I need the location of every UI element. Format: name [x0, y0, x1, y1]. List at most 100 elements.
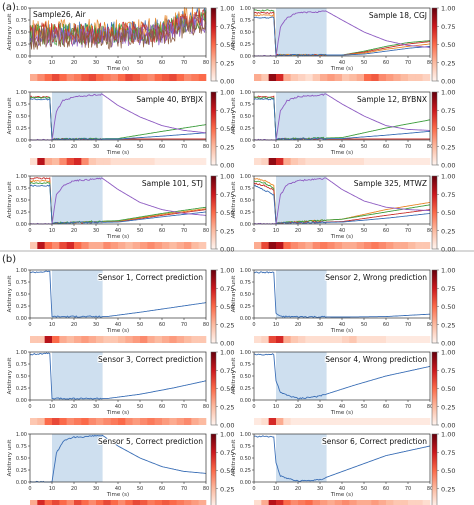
y-axis-label: Arbitrary unit — [7, 181, 13, 219]
heatmap-cell — [254, 242, 262, 249]
heatmap-cell — [298, 336, 306, 343]
heatmap-cell — [74, 336, 82, 343]
heatmap-cell — [268, 418, 277, 425]
colorbar — [210, 351, 217, 426]
heatmap-cell — [30, 158, 38, 165]
colorbar-tick-label: 0.75 — [220, 191, 234, 199]
heatmap-cell — [254, 500, 262, 505]
shaded-region — [276, 270, 327, 318]
colorbar-tick-label: 0.50 — [220, 209, 234, 217]
x-axis-label: Time (s) — [330, 410, 353, 416]
heatmap-cell — [140, 242, 148, 249]
heatmap-cell — [140, 158, 148, 165]
heatmap-cell — [52, 74, 60, 81]
heatmap-cell — [169, 74, 177, 81]
series-line-4 — [253, 184, 431, 225]
chart-3: 0.00 0.25 0.50 0.75 1.00 0 10 20 30 40 50 60 70 80 Tim… — [7, 89, 234, 170]
series-line-5 — [29, 177, 207, 225]
heatmap-cell — [198, 418, 207, 425]
x-tick-label: 40 — [339, 60, 345, 66]
x-tick-label: 20 — [295, 486, 301, 492]
heatmap-cell — [327, 418, 335, 425]
heatmap-cell — [184, 500, 192, 505]
x-tick-label: 70 — [181, 322, 187, 328]
y-tick-label: 0.00 — [240, 398, 251, 404]
heatmap-cell — [283, 418, 291, 425]
chart-2: 0.00 0.25 0.50 0.75 1.00 0 10 20 30 40 50 60 70 80 Tim… — [231, 5, 455, 86]
x-tick-label: 30 — [317, 228, 323, 234]
y-tick-label: 0.00 — [240, 54, 251, 60]
heatmap-cell — [162, 242, 170, 249]
heatmap-cell — [305, 242, 313, 249]
colorbar — [431, 7, 438, 82]
heatmap-cell — [169, 242, 177, 249]
colorbar-tick-label: 0.00 — [220, 246, 234, 254]
y-tick-label: 0.50 — [240, 456, 251, 462]
chart-title: Sensor 4, Wrong prediction — [325, 355, 427, 364]
heatmap-cell — [364, 500, 372, 505]
colorbar-tick-label: 0.75 — [220, 23, 234, 31]
colorbar-tick-label: 0.50 — [441, 303, 455, 311]
colorbar-tick-label: 0.25 — [441, 59, 455, 67]
colorbar-tick-label: 1.00 — [220, 267, 234, 275]
x-tick-label: 80 — [203, 228, 209, 234]
x-tick-label: 40 — [115, 404, 121, 410]
shaded-region — [276, 352, 327, 400]
heatmap-cell — [140, 500, 148, 505]
heatmap-cell — [74, 158, 82, 165]
heatmap-cell — [261, 336, 269, 343]
y-tick-label: 0.25 — [16, 126, 27, 132]
heatmap-cell — [371, 418, 379, 425]
y-axis-label: Arbitrary unit — [7, 13, 13, 51]
heatmap-cell — [59, 74, 67, 81]
y-tick-label: 0.25 — [16, 468, 27, 474]
y-tick-label: 1.00 — [240, 268, 251, 274]
chart-title: Sample 12, BYBNX — [357, 95, 427, 104]
heatmap-cell — [408, 500, 416, 505]
heatmap-cell — [96, 500, 104, 505]
x-axis-label: Time (s) — [330, 234, 353, 240]
heatmap-cell — [349, 158, 357, 165]
y-tick-label: 0.75 — [240, 280, 251, 286]
heatmap-cell — [37, 242, 45, 249]
heatmap-cell — [371, 158, 379, 165]
x-tick-label: 70 — [405, 144, 411, 150]
heatmap-cell — [191, 500, 199, 505]
heatmap-cell — [386, 500, 394, 505]
heatmap-cell — [81, 500, 89, 505]
y-tick-label: 0.00 — [16, 222, 27, 228]
chart-9: 0.00 0.25 0.50 0.75 1.00 0 10 20 30 40 50 60 70 80 Tim… — [7, 349, 234, 430]
heatmap-cell — [66, 74, 75, 81]
heatmap-cell — [298, 74, 306, 81]
heatmap-cell — [356, 158, 365, 165]
colorbar-tick-label: 1.00 — [441, 5, 455, 13]
heatmap-cell — [393, 158, 401, 165]
colorbar-tick-label: 0.75 — [220, 285, 234, 293]
x-tick-label: 60 — [159, 60, 165, 66]
heatmap-cell — [283, 336, 291, 343]
x-tick-label: 80 — [203, 404, 209, 410]
heatmap-cell — [290, 500, 299, 505]
colorbar-tick-label: 1.00 — [441, 349, 455, 357]
x-tick-label: 10 — [273, 60, 279, 66]
heatmap-cell — [290, 242, 299, 249]
heatmap-cell — [378, 418, 387, 425]
heatmap-cell — [140, 336, 148, 343]
heatmap-cell — [342, 74, 350, 81]
x-tick-label: 60 — [383, 322, 389, 328]
x-tick-label: 30 — [93, 60, 99, 66]
heatmap-cell — [276, 336, 284, 343]
x-tick-label: 20 — [295, 144, 301, 150]
x-axis-label: Time (s) — [106, 410, 129, 416]
y-axis-label: Arbitrary unit — [7, 357, 13, 395]
heatmap-cell — [422, 336, 431, 343]
x-axis-label: Time (s) — [330, 328, 353, 334]
heatmap-cell — [147, 74, 155, 81]
heatmap-cell — [356, 500, 365, 505]
shaded-region — [276, 176, 327, 224]
chart-5: 0.00 0.25 0.50 0.75 1.00 0 10 20 30 40 50 60 70 80 Tim… — [7, 173, 234, 254]
heatmap-cell — [118, 242, 126, 249]
x-tick-label: 0 — [28, 404, 31, 410]
colorbar-tick-label: 0.75 — [441, 23, 455, 31]
x-tick-label: 80 — [427, 228, 433, 234]
